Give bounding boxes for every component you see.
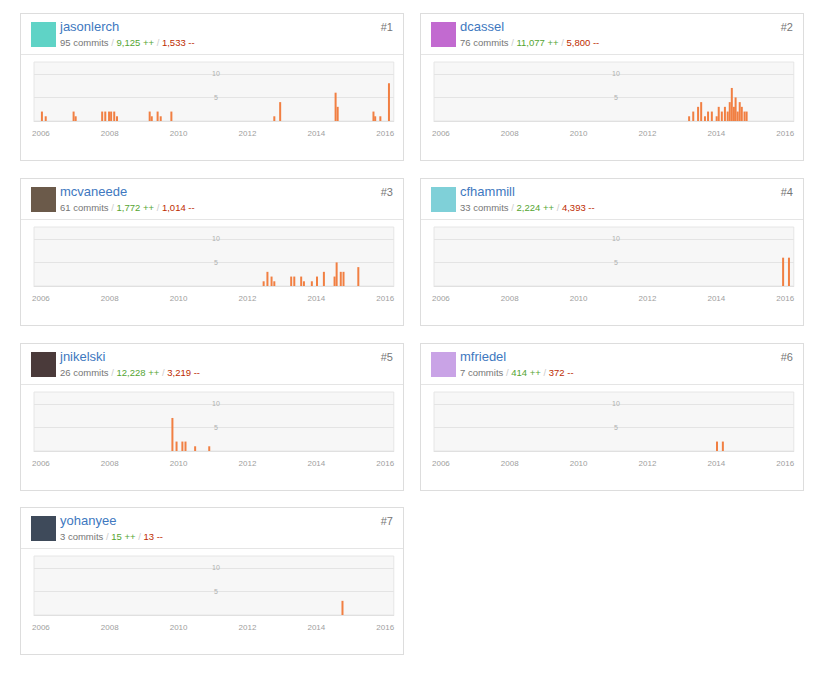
html-text:jasonlerch: jasonlerch: [60, 19, 120, 34]
svg-text:10: 10: [212, 400, 220, 407]
html-text:#7: #7: [380, 515, 393, 527]
svg-text:2014: 2014: [307, 294, 325, 303]
svg-text:10: 10: [212, 235, 220, 242]
svg-text:2016: 2016: [776, 129, 794, 138]
svg-text:10: 10: [212, 564, 220, 571]
html-text:61 commits / 1,772 ++ / 1,014: 61 commits / 1,772 ++ / 1,014 --: [60, 202, 195, 213]
svg-text:2014: 2014: [707, 459, 725, 468]
svg-text:2006: 2006: [32, 623, 50, 632]
svg-text:2008: 2008: [101, 129, 119, 138]
svg-text:10: 10: [612, 400, 620, 407]
html-text:yohanyee: yohanyee: [60, 513, 117, 528]
svg-text:5: 5: [214, 94, 218, 101]
html-text:cfhammill: cfhammill: [460, 184, 515, 199]
svg-text:2016: 2016: [376, 129, 394, 138]
svg-text:2006: 2006: [32, 294, 50, 303]
svg-text:5: 5: [214, 259, 218, 266]
html-text:#6: #6: [780, 351, 793, 363]
svg-text:5: 5: [214, 588, 218, 595]
svg-text:2006: 2006: [432, 129, 450, 138]
html-text:mcvaneede: mcvaneede: [60, 184, 128, 199]
svg-text:2010: 2010: [170, 623, 188, 632]
svg-text:2006: 2006: [432, 294, 450, 303]
svg-text:2016: 2016: [776, 294, 794, 303]
svg-text:2008: 2008: [501, 129, 519, 138]
svg-text:2014: 2014: [307, 459, 325, 468]
html-text:76 commits / 11,077 ++ / 5,800: 76 commits / 11,077 ++ / 5,800 --: [460, 37, 600, 48]
svg-text:2010: 2010: [170, 294, 188, 303]
svg-text:2014: 2014: [307, 623, 325, 632]
svg-text:2014: 2014: [707, 294, 725, 303]
svg-text:2012: 2012: [639, 294, 657, 303]
html-text:3 commits / 15 ++ / 13 --: 3 commits / 15 ++ / 13 --: [60, 531, 163, 542]
svg-text:2014: 2014: [307, 129, 325, 138]
svg-text:2014: 2014: [707, 129, 725, 138]
svg-text:2008: 2008: [501, 294, 519, 303]
svg-text:5: 5: [614, 424, 618, 431]
html-text:mfriedel: mfriedel: [460, 349, 507, 364]
svg-text:2012: 2012: [239, 623, 257, 632]
svg-text:2012: 2012: [239, 129, 257, 138]
svg-text:2010: 2010: [570, 294, 588, 303]
html-text:#3: #3: [380, 186, 393, 198]
svg-text:2016: 2016: [376, 294, 394, 303]
svg-text:2012: 2012: [239, 294, 257, 303]
svg-text:2006: 2006: [32, 459, 50, 468]
svg-text:2012: 2012: [639, 129, 657, 138]
html-text:dcassel: dcassel: [460, 19, 505, 34]
svg-text:2008: 2008: [501, 459, 519, 468]
svg-text:2006: 2006: [32, 129, 50, 138]
svg-text:2016: 2016: [776, 459, 794, 468]
svg-text:5: 5: [214, 424, 218, 431]
html-text:#1: #1: [380, 21, 393, 33]
html-text:#2: #2: [780, 21, 793, 33]
svg-text:10: 10: [212, 70, 220, 77]
svg-text:10: 10: [612, 70, 620, 77]
svg-text:5: 5: [614, 94, 618, 101]
html-text:33 commits / 2,224 ++ / 4,393: 33 commits / 2,224 ++ / 4,393 --: [460, 202, 595, 213]
svg-text:2010: 2010: [170, 129, 188, 138]
svg-text:5: 5: [614, 259, 618, 266]
svg-text:2012: 2012: [639, 459, 657, 468]
svg-text:2008: 2008: [101, 294, 119, 303]
svg-text:2006: 2006: [432, 459, 450, 468]
html-text:#5: #5: [380, 351, 393, 363]
svg-text:2016: 2016: [376, 623, 394, 632]
svg-text:10: 10: [612, 235, 620, 242]
svg-text:2008: 2008: [101, 459, 119, 468]
html-text:95 commits / 9,125 ++ / 1,533: 95 commits / 9,125 ++ / 1,533 --: [60, 37, 195, 48]
svg-text:2016: 2016: [376, 459, 394, 468]
svg-text:2010: 2010: [170, 459, 188, 468]
html-text:#4: #4: [780, 186, 793, 198]
html-text:7 commits / 414 ++ / 372 --: 7 commits / 414 ++ / 372 --: [460, 367, 574, 378]
svg-text:2010: 2010: [570, 459, 588, 468]
html-text:26 commits / 12,228 ++ / 3,219: 26 commits / 12,228 ++ / 3,219 --: [60, 367, 200, 378]
svg-text:2008: 2008: [101, 623, 119, 632]
svg-text:2010: 2010: [570, 129, 588, 138]
html-text:jnikelski: jnikelski: [60, 349, 106, 364]
svg-text:2012: 2012: [239, 459, 257, 468]
